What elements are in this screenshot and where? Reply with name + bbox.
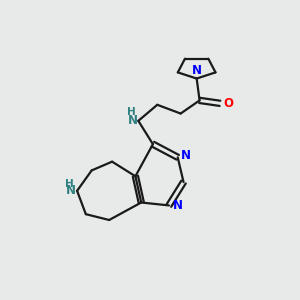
Text: N: N	[192, 64, 202, 77]
Text: H: H	[65, 179, 74, 189]
Text: N: N	[128, 114, 138, 127]
Text: N: N	[66, 184, 76, 197]
Text: N: N	[172, 199, 182, 212]
Text: N: N	[181, 149, 191, 162]
Text: H: H	[127, 107, 135, 117]
Text: O: O	[223, 97, 233, 110]
